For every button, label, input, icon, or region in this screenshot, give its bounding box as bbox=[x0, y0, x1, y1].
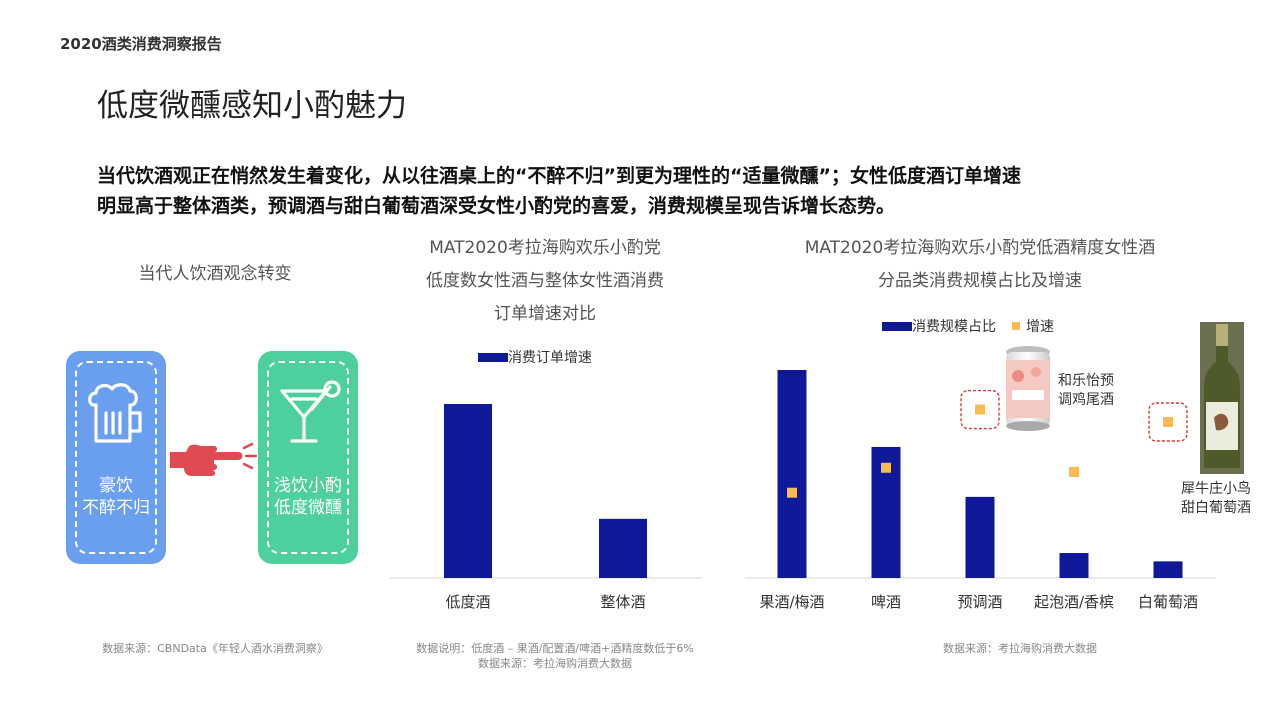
panel2-title-line: MAT2020考拉海购欢乐小酌党 bbox=[429, 238, 661, 258]
panel2-title: MAT2020考拉海购欢乐小酌党 低度数女性酒与整体女性酒消费 订单增速对比 bbox=[390, 232, 700, 331]
bar-低度酒 bbox=[444, 404, 492, 578]
intro-line: 当代饮酒观正在悄然发生着变化，从以往酒桌上的“不醉不归”到更为理性的“适量微醺”… bbox=[97, 165, 1021, 187]
legend-swatch-share bbox=[882, 321, 912, 331]
product1-label-line: 和乐怡预 bbox=[1058, 373, 1114, 389]
x-tick-label: 低度酒 bbox=[445, 593, 490, 611]
right-card-line1: 浅饮小酌 bbox=[274, 476, 342, 496]
panel2-source-line: 数据来源：考拉海购消费大数据 bbox=[478, 657, 632, 670]
panel2-legend: 消费订单增速 bbox=[478, 347, 592, 367]
category-share-growth-chart: 果酒/梅酒 啤酒 预调酒 起泡酒/香槟 白葡萄酒 bbox=[745, 370, 1216, 611]
product2-label-line: 甜白葡萄酒 bbox=[1181, 500, 1251, 516]
binge-drinking-card: 豪饮 不醉不归 bbox=[66, 351, 166, 564]
intro-paragraph: 当代饮酒观正在悄然发生着变化，从以往酒桌上的“不醉不归”到更为理性的“适量微醺”… bbox=[97, 161, 1197, 221]
light-drinking-card: 浅饮小酌 低度微醺 bbox=[258, 351, 358, 564]
wine-bottle-icon bbox=[1200, 322, 1244, 474]
legend-label-growth: 增速 bbox=[1026, 319, 1054, 335]
legend-swatch-order-growth bbox=[478, 352, 508, 362]
x-tick-label: 啤酒 bbox=[871, 593, 901, 611]
panel3-title: MAT2020考拉海购欢乐小酌党低酒精度女性酒 分品类消费规模占比及增速 bbox=[745, 232, 1215, 298]
highlight-box bbox=[960, 389, 1000, 430]
panel1-source: 数据来源：CBNData《年轻人酒水消费洞察》 bbox=[102, 642, 328, 655]
panel3-title-line: 分品类消费规模占比及增速 bbox=[878, 271, 1082, 291]
legend-swatch-growth bbox=[1012, 322, 1020, 330]
left-card-line1: 豪饮 bbox=[99, 476, 133, 496]
growth-marker-预调酒 bbox=[975, 404, 985, 415]
beer-mug-icon bbox=[88, 383, 142, 443]
report-header: 2020酒类消费洞察报告 bbox=[60, 35, 222, 53]
highlight-box bbox=[1148, 402, 1188, 442]
growth-marker-果酒/梅酒 bbox=[787, 487, 797, 498]
x-tick-label: 起泡酒/香槟 bbox=[1034, 593, 1114, 611]
panel3-source: 数据来源：考拉海购消费大数据 bbox=[943, 642, 1097, 655]
order-growth-bar-chart: 低度酒 整体酒 bbox=[390, 404, 702, 611]
panel1-title: 当代人饮酒观念转变 bbox=[138, 264, 292, 284]
panel2-note-line: 数据说明：低度酒 – 果酒/配置酒/啤酒+酒精度数低于6% bbox=[416, 642, 694, 655]
panel2-note: 数据说明：低度酒 – 果酒/配置酒/啤酒+酒精度数低于6% 数据来源：考拉海购消… bbox=[360, 641, 750, 671]
card-dashed-border bbox=[267, 361, 349, 554]
growth-marker-啤酒 bbox=[881, 462, 891, 473]
share-bar-白葡萄酒 bbox=[1153, 561, 1183, 578]
x-tick-label: 果酒/梅酒 bbox=[759, 593, 824, 611]
panel2-title-line: 订单增速对比 bbox=[494, 304, 596, 324]
panel2-title-line: 低度数女性酒与整体女性酒消费 bbox=[426, 271, 664, 291]
page-title: 低度微醺感知小酌魅力 bbox=[97, 88, 407, 124]
bar-整体酒 bbox=[599, 518, 647, 578]
legend-label-share: 消费规模占比 bbox=[912, 319, 996, 335]
panel3-title-line: MAT2020考拉海购欢乐小酌党低酒精度女性酒 bbox=[804, 238, 1156, 258]
x-tick-label: 整体酒 bbox=[600, 593, 645, 611]
product2-label: 犀牛庄小鸟 甜白葡萄酒 bbox=[1181, 480, 1251, 518]
pointing-hand-icon bbox=[170, 442, 258, 476]
share-bar-起泡酒/香槟 bbox=[1059, 553, 1089, 578]
share-bar-预调酒 bbox=[965, 496, 995, 578]
product2-label-line: 犀牛庄小鸟 bbox=[1181, 481, 1251, 497]
legend-label-order-growth: 消费订单增速 bbox=[508, 350, 592, 366]
x-tick-label: 白葡萄酒 bbox=[1138, 593, 1198, 611]
left-card-line2: 不醉不归 bbox=[82, 498, 150, 518]
panel3-legend: 消费规模占比 增速 bbox=[882, 316, 1054, 336]
product1-label: 和乐怡预 调鸡尾酒 bbox=[1058, 372, 1114, 410]
canned-cocktail-icon bbox=[1006, 346, 1050, 431]
product1-label-line: 调鸡尾酒 bbox=[1058, 392, 1114, 408]
card-dashed-border bbox=[75, 361, 157, 554]
share-bar-果酒/梅酒 bbox=[777, 370, 807, 578]
x-tick-label: 预调酒 bbox=[957, 593, 1002, 611]
intro-line: 明显高于整体酒类，预调酒与甜白葡萄酒深受女性小酌党的喜爱，消费规模呈现告诉增长态… bbox=[97, 195, 896, 217]
cocktail-glass-icon bbox=[280, 380, 341, 443]
growth-marker-起泡酒/香槟 bbox=[1069, 466, 1079, 477]
right-card-line2: 低度微醺 bbox=[274, 498, 342, 518]
growth-marker-白葡萄酒 bbox=[1163, 417, 1173, 427]
